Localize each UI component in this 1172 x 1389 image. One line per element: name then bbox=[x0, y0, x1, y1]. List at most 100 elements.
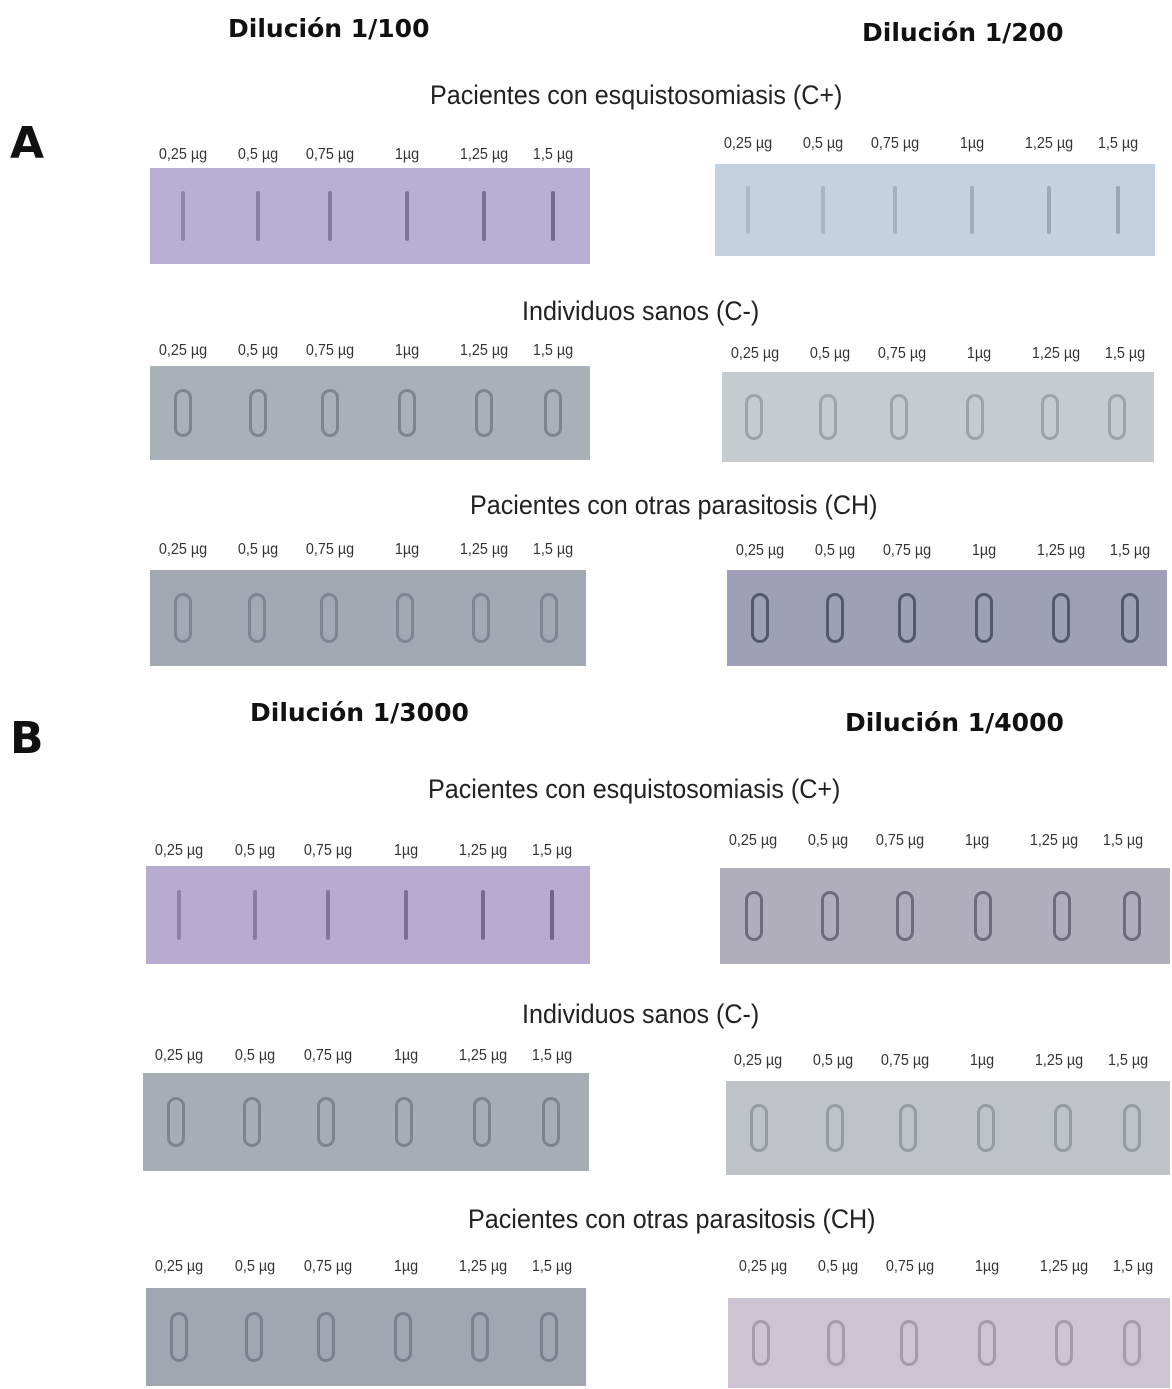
dose-label: 0,75 µg bbox=[306, 146, 355, 163]
blot-slot-line bbox=[482, 191, 487, 241]
blot-slot-ring bbox=[170, 1311, 188, 1363]
blot-slot-line bbox=[326, 889, 331, 941]
dose-label: 1µg bbox=[393, 842, 418, 859]
blot-slot-line bbox=[820, 186, 825, 234]
dose-label: 1,5 µg bbox=[1112, 1258, 1153, 1275]
dose-label: 1µg bbox=[393, 1047, 418, 1064]
blot-slot-line bbox=[1115, 186, 1120, 234]
dose-label: 1,5 µg bbox=[1109, 542, 1150, 559]
blot-slot-ring bbox=[1123, 1319, 1142, 1367]
dose-label: 1,5 µg bbox=[532, 1047, 573, 1064]
panel-a-left-dilution: Dilución 1/100 bbox=[228, 14, 430, 43]
dose-label: 0,5 µg bbox=[812, 1052, 853, 1069]
blot-slot-ring bbox=[745, 393, 764, 441]
blot-slot-ring bbox=[472, 593, 491, 643]
dose-label: 0,25 µg bbox=[158, 541, 208, 558]
blot-slot-ring bbox=[825, 1103, 844, 1153]
dose-label: 0,75 µg bbox=[306, 541, 355, 558]
panel-a-cpos-right-strip bbox=[715, 164, 1155, 256]
blot-slot-ring bbox=[750, 1103, 769, 1153]
dose-label: 0,5 µg bbox=[234, 1258, 275, 1275]
dose-label: 0,75 µg bbox=[876, 832, 925, 849]
blot-slot-ring bbox=[542, 1096, 561, 1148]
panel-a-cneg-right-strip bbox=[722, 372, 1154, 462]
dose-label: 1,25 µg bbox=[1035, 1052, 1084, 1069]
panel-b-cneg-left-doses: 0,25 µg 0,5 µg 0,75 µg 1µg 1,25 µg 1,5 µg bbox=[146, 1047, 590, 1069]
panel-a-cpos-right-doses: 0,25 µg 0,5 µg 0,75 µg 1µg 1,25 µg 1,5 µg bbox=[715, 135, 1155, 157]
blot-slot-ring bbox=[1054, 1319, 1073, 1367]
dose-label: 0,75 µg bbox=[883, 542, 932, 559]
dose-label: 0,25 µg bbox=[155, 1047, 204, 1064]
panel-b-cneg-right-doses: 0,25 µg 0,5 µg 0,75 µg 1µg 1,25 µg 1,5 µg bbox=[725, 1052, 1165, 1074]
panel-b-ch-right-doses: 0,25 µg 0,5 µg 0,75 µg 1µg 1,25 µg 1,5 µg bbox=[730, 1258, 1170, 1280]
panel-b-group-title-cpos: Pacientes con esquistosomiasis (C+) bbox=[428, 774, 841, 804]
blot-slot-ring bbox=[543, 388, 562, 438]
dose-label: 0,75 µg bbox=[878, 345, 927, 362]
dose-label: 0,5 µg bbox=[237, 342, 278, 359]
blot-slot-ring bbox=[1122, 891, 1141, 941]
panel-a-group-title-cneg: Individuos sanos (C-) bbox=[522, 296, 760, 326]
panel-a-right-dilution: Dilución 1/200 bbox=[862, 18, 1064, 47]
blot-slot-ring bbox=[539, 1311, 558, 1363]
blot-slot-ring bbox=[975, 593, 994, 643]
blot-slot-ring bbox=[398, 388, 417, 438]
dose-label: 1µg bbox=[967, 345, 992, 362]
blot-slot-ring bbox=[1052, 593, 1071, 643]
blot-slot-ring bbox=[890, 393, 909, 441]
blot-slot-ring bbox=[1053, 891, 1071, 941]
dose-label: 1,25 µg bbox=[1040, 1258, 1089, 1275]
panel-a-cneg-left-strip bbox=[150, 366, 590, 460]
blot-slot-ring bbox=[244, 1311, 263, 1363]
panel-b-ch-left-doses: 0,25 µg 0,5 µg 0,75 µg 1µg 1,25 µg 1,5 µg bbox=[146, 1258, 590, 1280]
blot-slot-ring bbox=[751, 593, 769, 643]
dose-label: 0,75 µg bbox=[303, 1047, 353, 1064]
blot-slot-ring bbox=[1108, 393, 1127, 441]
blot-slot-line bbox=[328, 191, 333, 241]
panel-b-ch-right-strip bbox=[728, 1298, 1170, 1388]
panel-a-cpos-left-doses: 0,25 µg 0,5 µg 0,75 µg 1µg 1,25 µg 1,5 µg bbox=[150, 146, 590, 168]
blot-slot-ring bbox=[898, 593, 917, 643]
dose-label: 0,75 µg bbox=[303, 842, 353, 859]
dose-label: 0,25 µg bbox=[723, 135, 773, 152]
blot-slot-ring bbox=[1041, 393, 1060, 441]
panel-a-letter: A bbox=[10, 118, 45, 169]
blot-slot-ring bbox=[976, 1103, 995, 1153]
dose-label: 1,5 µg bbox=[1107, 1052, 1148, 1069]
blot-slot-ring bbox=[1123, 1103, 1142, 1153]
blot-slot-line bbox=[550, 191, 555, 241]
panel-a-cpos-left-strip bbox=[150, 168, 590, 264]
dose-label: 1,25 µg bbox=[1030, 832, 1079, 849]
dose-label: 1,25 µg bbox=[460, 342, 509, 359]
panel-b-cpos-left-doses: 0,25 µg 0,5 µg 0,75 µg 1µg 1,25 µg 1,5 µg bbox=[146, 842, 590, 864]
dose-label: 0,5 µg bbox=[809, 345, 850, 362]
dose-label: 0,5 µg bbox=[237, 541, 278, 558]
panel-a-ch-right-doses: 0,25 µg 0,5 µg 0,75 µg 1µg 1,25 µg 1,5 µg bbox=[727, 542, 1167, 564]
panel-b-group-title-ch: Pacientes con otras parasitosis (CH) bbox=[468, 1204, 876, 1234]
blot-slot-line bbox=[970, 186, 975, 234]
blot-slot-ring bbox=[965, 393, 984, 441]
blot-slot-ring bbox=[321, 388, 340, 438]
dose-label: 0,25 µg bbox=[158, 146, 208, 163]
dose-label: 0,5 µg bbox=[807, 832, 848, 849]
dose-label: 1µg bbox=[965, 832, 990, 849]
blot-slot-ring bbox=[247, 593, 266, 643]
blot-slot-ring bbox=[394, 1096, 413, 1148]
dose-label: 0,75 µg bbox=[886, 1258, 935, 1275]
panel-b-letter: B bbox=[10, 713, 44, 764]
blot-slot-line bbox=[481, 889, 486, 941]
panel-a-group-title-cpos: Pacientes con esquistosomiasis (C+) bbox=[430, 80, 843, 110]
dose-label: 1,25 µg bbox=[1037, 542, 1086, 559]
blot-slot-ring bbox=[1120, 593, 1139, 643]
dose-label: 0,5 µg bbox=[814, 542, 855, 559]
blot-slot-ring bbox=[319, 593, 338, 643]
dose-label: 0,25 µg bbox=[738, 1258, 788, 1275]
dose-label: 1,25 µg bbox=[460, 146, 509, 163]
dose-label: 0,75 µg bbox=[881, 1052, 930, 1069]
dose-label: 1,5 µg bbox=[532, 1258, 573, 1275]
panel-a-cneg-left-doses: 0,25 µg 0,5 µg 0,75 µg 1µg 1,25 µg 1,5 µg bbox=[150, 342, 590, 364]
blot-slot-line bbox=[403, 889, 408, 941]
blot-slot-ring bbox=[900, 1319, 919, 1367]
blot-slot-ring bbox=[899, 1103, 918, 1153]
blot-slot-line bbox=[252, 889, 257, 941]
dose-label: 0,75 µg bbox=[303, 1258, 353, 1275]
